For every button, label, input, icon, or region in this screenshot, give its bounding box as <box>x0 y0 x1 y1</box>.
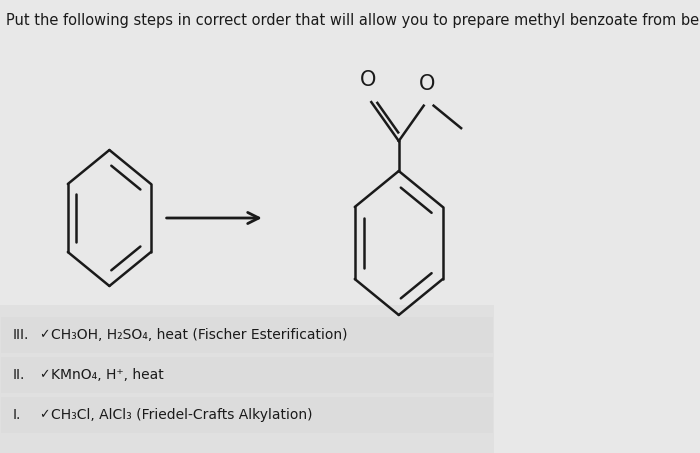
Text: II.: II. <box>13 368 25 382</box>
Bar <box>1 317 493 353</box>
Bar <box>1 357 493 393</box>
Text: ✓: ✓ <box>38 368 49 381</box>
Bar <box>1 397 493 433</box>
Text: ✓: ✓ <box>38 409 49 421</box>
Text: Put the following steps in correct order that will allow you to prepare methyl b: Put the following steps in correct order… <box>6 13 700 28</box>
Text: I.: I. <box>13 408 21 422</box>
Text: O: O <box>419 74 435 94</box>
Text: CH₃OH, H₂SO₄, heat (Fischer Esterification): CH₃OH, H₂SO₄, heat (Fischer Esterificati… <box>51 328 347 342</box>
Bar <box>0 305 494 453</box>
Text: III.: III. <box>13 328 29 342</box>
Text: ✓: ✓ <box>38 328 49 342</box>
Text: O: O <box>360 70 377 90</box>
Text: KMnO₄, H⁺, heat: KMnO₄, H⁺, heat <box>51 368 164 382</box>
Text: CH₃Cl, AlCl₃ (Friedel-Crafts Alkylation): CH₃Cl, AlCl₃ (Friedel-Crafts Alkylation) <box>51 408 312 422</box>
